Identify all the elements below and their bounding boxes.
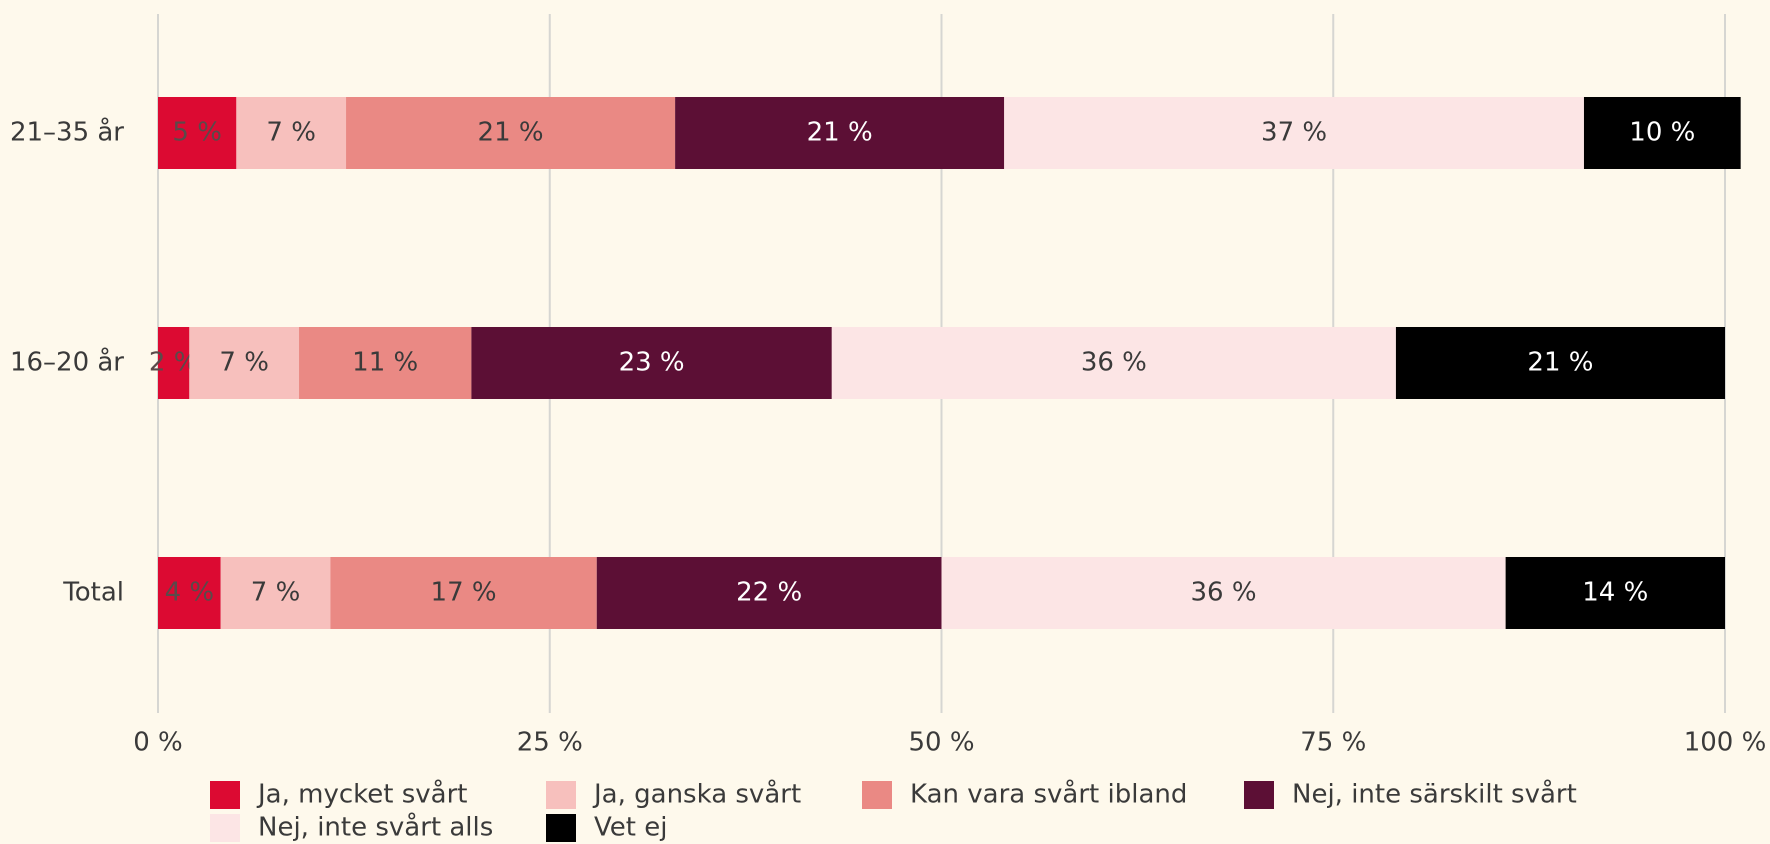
legend-swatch	[546, 781, 576, 809]
data-label: 7 %	[219, 348, 269, 378]
legend-label: Nej, inte särskilt svårt	[1292, 779, 1577, 810]
data-label: 21 %	[1527, 348, 1593, 378]
bar-segment	[158, 327, 190, 399]
legend-swatch	[210, 781, 240, 809]
bar-segment	[158, 557, 221, 629]
data-label: 21 %	[478, 118, 544, 148]
legend-label: Kan vara svårt ibland	[910, 779, 1187, 810]
legend-label: Ja, mycket svårt	[256, 779, 467, 810]
bar-segment	[330, 557, 597, 629]
x-tick-label: 25 %	[517, 728, 583, 758]
data-label: 4 %	[165, 578, 215, 608]
data-label: 7 %	[266, 118, 316, 148]
bar-segment	[1395, 327, 1725, 399]
data-label: 11 %	[352, 348, 418, 378]
legend-swatch	[210, 814, 240, 842]
bar-segment	[299, 327, 472, 399]
data-label: 17 %	[431, 578, 497, 608]
legend-label: Nej, inte svårt alls	[258, 812, 493, 843]
bar-segment	[346, 97, 676, 169]
legend-label: Vet ej	[594, 813, 667, 843]
bar-segment	[675, 97, 1005, 169]
legend-swatch	[546, 814, 576, 842]
x-tick-label: 0 %	[133, 728, 183, 758]
y-tick-label: Total	[62, 578, 124, 608]
bar-segment	[471, 327, 832, 399]
bar-segment	[189, 327, 300, 399]
data-label: 36 %	[1081, 348, 1147, 378]
bar-segment	[596, 557, 942, 629]
x-tick-label: 100 %	[1684, 728, 1767, 758]
legend-swatch	[1244, 781, 1274, 809]
bar-segment	[941, 557, 1506, 629]
data-label: 37 %	[1261, 118, 1327, 148]
x-tick-label: 75 %	[1300, 728, 1366, 758]
bar-segment	[831, 327, 1396, 399]
legend-label: Ja, ganska svårt	[592, 779, 801, 810]
y-tick-label: 21–35 år	[10, 117, 124, 148]
data-label: 23 %	[619, 348, 685, 378]
data-label: 22 %	[736, 578, 802, 608]
data-label: 36 %	[1191, 578, 1257, 608]
data-label: 10 %	[1629, 118, 1695, 148]
bar-segment	[158, 97, 237, 169]
data-label: 21 %	[807, 118, 873, 148]
bar-segment	[236, 97, 347, 169]
bar-segment	[1004, 97, 1584, 169]
bar-segment	[1583, 97, 1741, 169]
data-label: 5 %	[172, 118, 222, 148]
x-tick-label: 50 %	[908, 728, 974, 758]
y-tick-label: 16–20 år	[10, 347, 124, 378]
data-label: 7 %	[251, 578, 301, 608]
legend-swatch	[862, 781, 892, 809]
bar-segment	[1505, 557, 1725, 629]
bar-segment	[220, 557, 331, 629]
data-label: 14 %	[1582, 578, 1648, 608]
